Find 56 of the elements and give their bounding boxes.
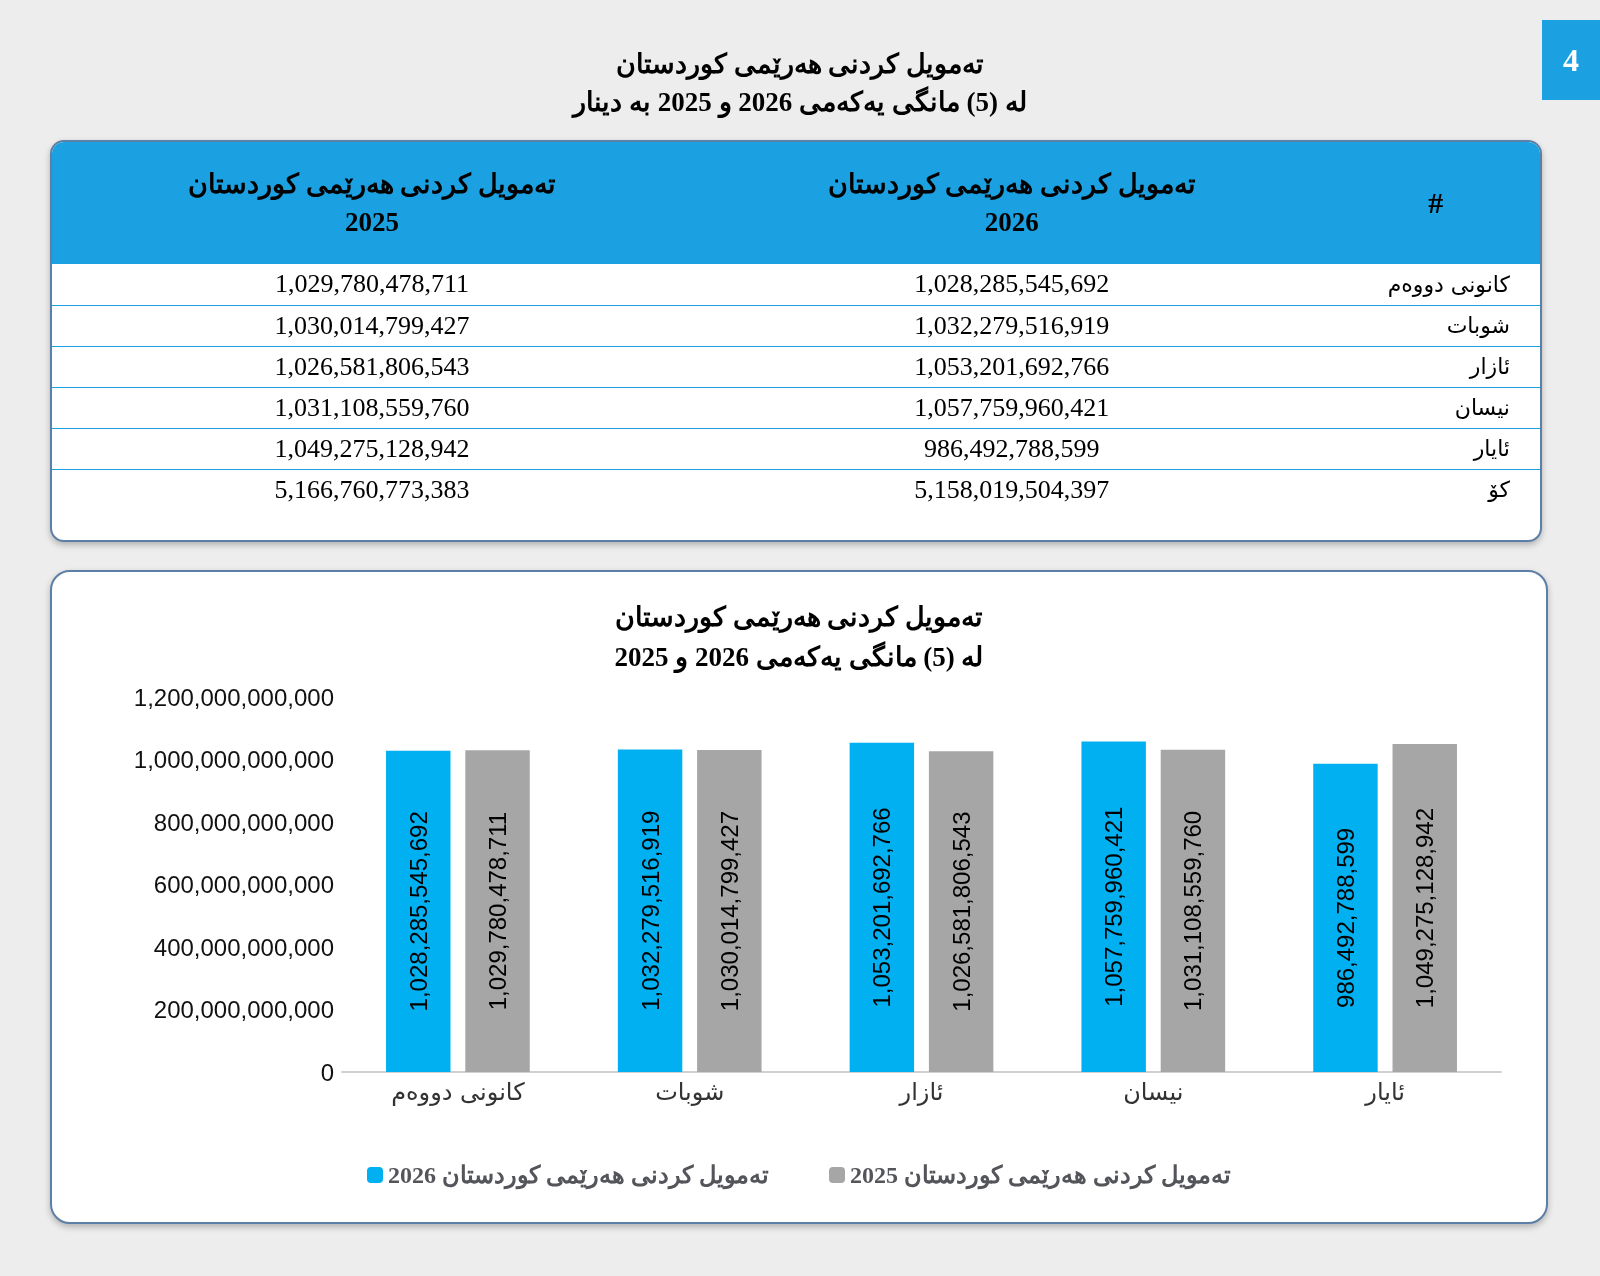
- data-label: 1,049,275,128,942: [273, 432, 471, 465]
- text: تەمویل کردنی هەرێمی کوردستان لە (5) مانگی یەکەمی 2026 و 2025 بە دینار: [573, 49, 1027, 117]
- data-label: 1,049,275,128,942: [1411, 807, 1439, 1009]
- bar: [697, 750, 762, 1072]
- y-tick-label: 1,200,000,000,000: [133, 683, 334, 711]
- data-label: 1,028,285,545,692: [404, 811, 432, 1012]
- y-tick-label: 600,000,000,000: [153, 871, 334, 898]
- bar: [465, 750, 530, 1072]
- data-label: 1,026,581,806,543: [947, 811, 975, 1012]
- x-tick-label: نیسان: [1123, 1078, 1184, 1106]
- data-label: 1,026,581,806,543: [273, 350, 471, 383]
- data-label: 5,158,019,504,397: [913, 473, 1111, 506]
- data-label: 986,492,788,599: [923, 432, 1101, 465]
- data-label: 1,029,780,478,711: [273, 268, 470, 301]
- x-tick-label: كانونی دووەم: [391, 1078, 526, 1106]
- data-label: 1,029,780,478,711: [484, 811, 512, 1011]
- category-label: كانونی دووەم: [1386, 270, 1511, 299]
- x-tick-label: ئازار: [898, 1078, 944, 1106]
- data-label: 5,166,760,773,383: [273, 473, 471, 506]
- legend-label: تەمویل کردنی هەرێمی کوردستان 2026: [388, 1162, 769, 1190]
- bar: [1392, 744, 1457, 1072]
- data-label: 1,031,108,559,760: [273, 391, 471, 424]
- category-label: شوبات: [1445, 312, 1511, 340]
- text: 4: [1542, 20, 1600, 100]
- data-label: 1,032,279,516,919: [913, 309, 1111, 342]
- category-label: ئایار: [1471, 435, 1511, 463]
- legend-label: تەمویل کردنی هەرێمی کوردستان 2025: [850, 1162, 1231, 1190]
- x-tick-label: شوبات: [655, 1078, 725, 1106]
- bar: [1160, 749, 1226, 1072]
- bar: [617, 749, 683, 1072]
- data-label: 1,057,759,960,421: [1100, 806, 1128, 1007]
- category-label: کۆ: [1486, 476, 1511, 505]
- x-tick-label: ئایار: [1364, 1078, 1405, 1106]
- bar: [386, 750, 451, 1072]
- data-label: 986,492,788,599: [1331, 827, 1359, 1008]
- y-tick-label: 400,000,000,000: [153, 933, 334, 961]
- category-label: ئازار: [1467, 353, 1511, 381]
- data-label: 1,032,279,516,919: [636, 810, 664, 1011]
- bar: [1081, 741, 1146, 1072]
- data-label: 1,030,014,799,427: [273, 309, 471, 342]
- bar: [928, 751, 994, 1072]
- category-label: نیسان: [1453, 394, 1511, 422]
- data-label: 1,053,201,692,766: [913, 350, 1111, 383]
- data-label: 1,057,759,960,421: [913, 391, 1111, 424]
- data-label: 1,053,201,692,766: [868, 807, 896, 1008]
- data-label: 1,031,108,559,760: [1179, 810, 1207, 1011]
- y-tick-label: 200,000,000,000: [153, 996, 334, 1023]
- y-tick-label: 0: [320, 1058, 334, 1086]
- bar: [849, 742, 915, 1072]
- bar: [1313, 763, 1378, 1072]
- data-label: 1,028,285,545,692: [913, 268, 1111, 301]
- y-tick-label: 1,000,000,000,000: [133, 746, 334, 773]
- data-label: 1,030,014,799,427: [715, 810, 743, 1012]
- series-label: تەمویل کردنی هەرێمی کوردستان 2026: [826, 168, 1197, 239]
- chart-title: تەمویل کردنی هەرێمی کوردستان لە (5) مانگی یەکەمی 2026 و 2025: [614, 602, 984, 674]
- y-tick-label: 800,000,000,000: [153, 808, 334, 836]
